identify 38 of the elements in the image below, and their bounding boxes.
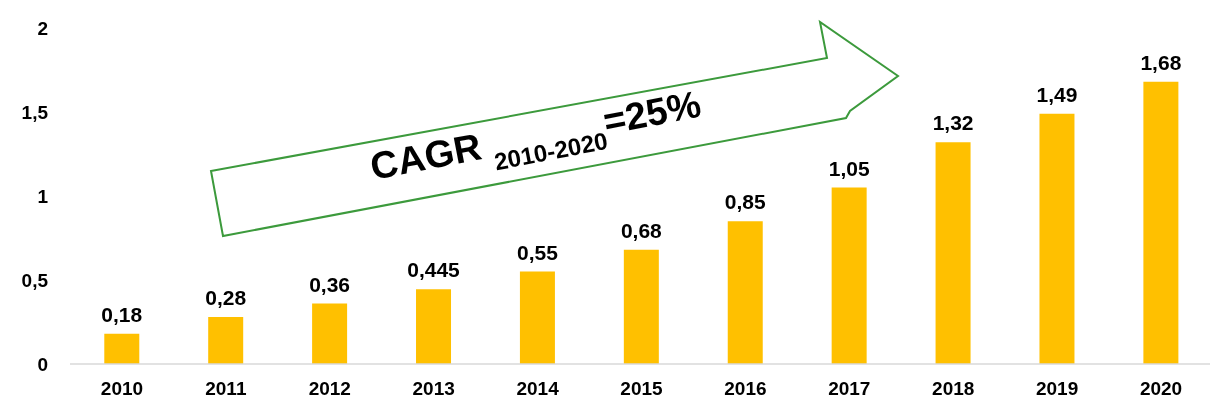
x-tick-label: 2011 bbox=[205, 378, 247, 400]
x-tick-label: 2016 bbox=[724, 378, 767, 400]
bar bbox=[935, 142, 971, 364]
x-tick-label: 2018 bbox=[932, 378, 975, 400]
bar bbox=[727, 221, 763, 364]
x-tick-label: 2010 bbox=[100, 378, 144, 400]
bar bbox=[1039, 113, 1075, 364]
data-label: 0,55 bbox=[516, 240, 559, 264]
data-label: 0,36 bbox=[309, 272, 351, 296]
data-label: 1,32 bbox=[932, 111, 974, 135]
bar bbox=[1143, 81, 1179, 364]
bar bbox=[104, 333, 140, 364]
y-tick-label: 0,5 bbox=[21, 269, 49, 291]
y-tick-label: 0 bbox=[37, 353, 48, 375]
data-label: 1,68 bbox=[1140, 50, 1182, 74]
data-label: 1,49 bbox=[1036, 82, 1078, 106]
x-tick-label: 2012 bbox=[308, 378, 351, 400]
x-tick-label: 2015 bbox=[620, 378, 664, 400]
data-label: 0,85 bbox=[724, 190, 766, 214]
bar bbox=[416, 289, 452, 364]
bar bbox=[519, 271, 555, 364]
bar bbox=[312, 303, 348, 364]
data-label: 0,28 bbox=[205, 285, 247, 309]
x-tick-label: 2017 bbox=[828, 378, 871, 400]
x-tick-label: 2013 bbox=[412, 378, 455, 400]
data-label: 0,18 bbox=[101, 302, 143, 326]
y-tick-label: 1 bbox=[37, 185, 49, 207]
bar bbox=[208, 316, 244, 364]
x-tick-label: 2020 bbox=[1139, 378, 1183, 400]
data-label: 0,445 bbox=[407, 258, 461, 282]
bar bbox=[831, 187, 867, 364]
x-tick-label: 2014 bbox=[516, 378, 560, 400]
bar bbox=[623, 249, 659, 364]
x-tick-label: 2019 bbox=[1036, 378, 1079, 400]
data-label: 1,05 bbox=[828, 156, 870, 180]
y-tick-label: 1,5 bbox=[21, 101, 49, 123]
data-label: 0,68 bbox=[620, 218, 663, 242]
y-tick-label: 2 bbox=[37, 17, 48, 39]
